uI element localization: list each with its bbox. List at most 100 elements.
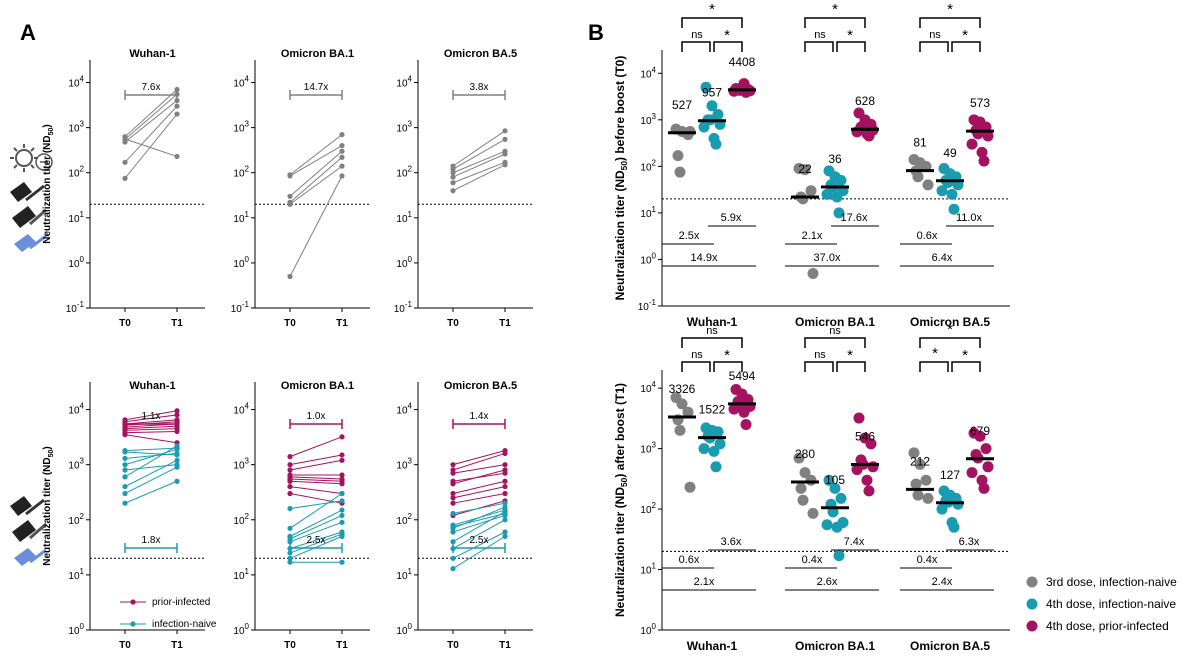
x-tick-label: T0: [284, 640, 296, 651]
fold-change-label: 1.4x: [470, 411, 489, 422]
data-point-t1: [502, 517, 508, 523]
x-tick-label: T0: [284, 318, 296, 329]
sig-bracket-top: [681, 17, 743, 28]
chart-a-5: Omicron BA.1 100 101 102 103 104 T0 T1 1.0x 2.5x: [233, 380, 370, 651]
legend-label: 3rd dose, infection-naive: [1046, 575, 1177, 589]
data-point: [829, 482, 841, 494]
data-point-t1: [339, 132, 345, 138]
data-point-t1: [339, 490, 345, 497]
data-point-t1: [339, 498, 345, 504]
fold-label: 6.3x: [959, 536, 980, 548]
pair-line: [452, 464, 506, 474]
x-category-label: Wuhan-1: [687, 315, 738, 329]
y-tick-label: 100: [396, 255, 412, 270]
data-point-t1: [174, 97, 180, 104]
sig-bracket-top: [919, 17, 981, 28]
pair-line: [124, 434, 178, 444]
pair-line: [289, 145, 343, 177]
data-point: [712, 426, 724, 438]
y-tick-label: 104: [233, 75, 249, 90]
pair-line: [289, 509, 343, 537]
data-point-t0: [287, 490, 293, 497]
data-point-t0: [450, 566, 456, 572]
legend-marker: [1026, 598, 1038, 610]
data-point-t0: [287, 273, 293, 280]
y-axis-label: Neutralization titer (ND50) after boost …: [613, 383, 629, 617]
fold-label: 0.4x: [802, 554, 823, 566]
y-tick-label: 101: [68, 567, 84, 582]
fold-label: 2.1x: [802, 230, 823, 242]
pair-line: [289, 454, 343, 466]
y-tick-label: 100: [233, 255, 249, 270]
data-point: [807, 267, 819, 279]
chart-title: Omicron BA.1: [281, 48, 354, 60]
pair-line: [289, 165, 343, 205]
data-point: [799, 467, 811, 479]
data-point-t1: [174, 443, 180, 449]
median-label: 3326: [669, 382, 696, 396]
data-point: [674, 424, 686, 436]
data-point-t0: [287, 201, 293, 207]
data-point-t1: [339, 148, 345, 154]
legend-label: prior-infected: [152, 597, 210, 608]
x-tick-label: T0: [119, 318, 131, 329]
y-tick-label: 101: [640, 562, 656, 577]
data-point-t1: [174, 464, 180, 470]
sig-label-left: ns: [814, 349, 826, 361]
data-point: [799, 164, 811, 176]
data-point: [674, 166, 686, 178]
chart-title: Omicron BA.5: [444, 380, 517, 392]
pair-line: [452, 130, 506, 167]
data-point: [805, 474, 817, 486]
data-point-t0: [287, 559, 293, 565]
data-point: [936, 503, 948, 515]
pair-line: [289, 459, 343, 471]
pair-line: [452, 492, 506, 504]
pair-line: [124, 93, 178, 140]
y-tick-label: 100: [68, 622, 84, 637]
pair-line: [289, 175, 343, 277]
y-tick-label: 100: [396, 622, 412, 637]
data-point: [946, 188, 958, 200]
chart-a-1: Wuhan-1 10-1 100 101 102 103 104 T0 T1 Neutraliza…: [42, 48, 205, 329]
fold-change-label: 7.6x: [142, 82, 161, 93]
data-point: [684, 481, 696, 493]
y-tick-label: 103: [396, 120, 412, 135]
y-tick-label: 104: [396, 402, 412, 417]
pair-line: [124, 100, 178, 143]
sig-bracket-top: [804, 17, 866, 28]
sig-bracket-right: [836, 41, 866, 52]
data-point: [865, 438, 877, 450]
data-point-t0: [450, 510, 456, 517]
median-label: 546: [855, 429, 875, 443]
data-point: [914, 458, 926, 470]
sig-bracket-top: [681, 337, 743, 348]
data-point-t0: [450, 170, 456, 176]
sig-bracket-left: [804, 361, 834, 372]
median-label: 527: [672, 98, 692, 112]
pair-line: [452, 506, 506, 529]
data-point-t0: [287, 539, 293, 545]
data-point-t0: [122, 483, 128, 490]
pair-line: [289, 156, 343, 203]
sig-label-top: ns: [706, 325, 718, 337]
data-point-t1: [339, 142, 345, 149]
sig-label-left: ns: [691, 29, 703, 41]
pair-line: [289, 150, 343, 197]
pair-line: [452, 519, 506, 550]
fold-label: 0.6x: [917, 230, 938, 242]
sig-label-top: ns: [829, 325, 841, 337]
y-axis-label: Neutralization titer (ND50): [42, 124, 55, 243]
sig-label-left: ns: [691, 349, 703, 361]
median-label: 5494: [729, 369, 756, 383]
chart-a-4: Wuhan-1 100 101 102 103 104 T0 T1 Neutralization…: [42, 380, 217, 651]
data-point-t1: [174, 457, 180, 463]
data-point-t1: [502, 136, 508, 142]
pair-line: [124, 452, 178, 459]
pair-line: [124, 459, 178, 488]
median-label: 22: [798, 162, 812, 176]
data-point: [797, 193, 809, 205]
data-point: [920, 160, 932, 172]
sig-label-top: *: [947, 1, 953, 18]
data-point-t1: [174, 412, 180, 418]
